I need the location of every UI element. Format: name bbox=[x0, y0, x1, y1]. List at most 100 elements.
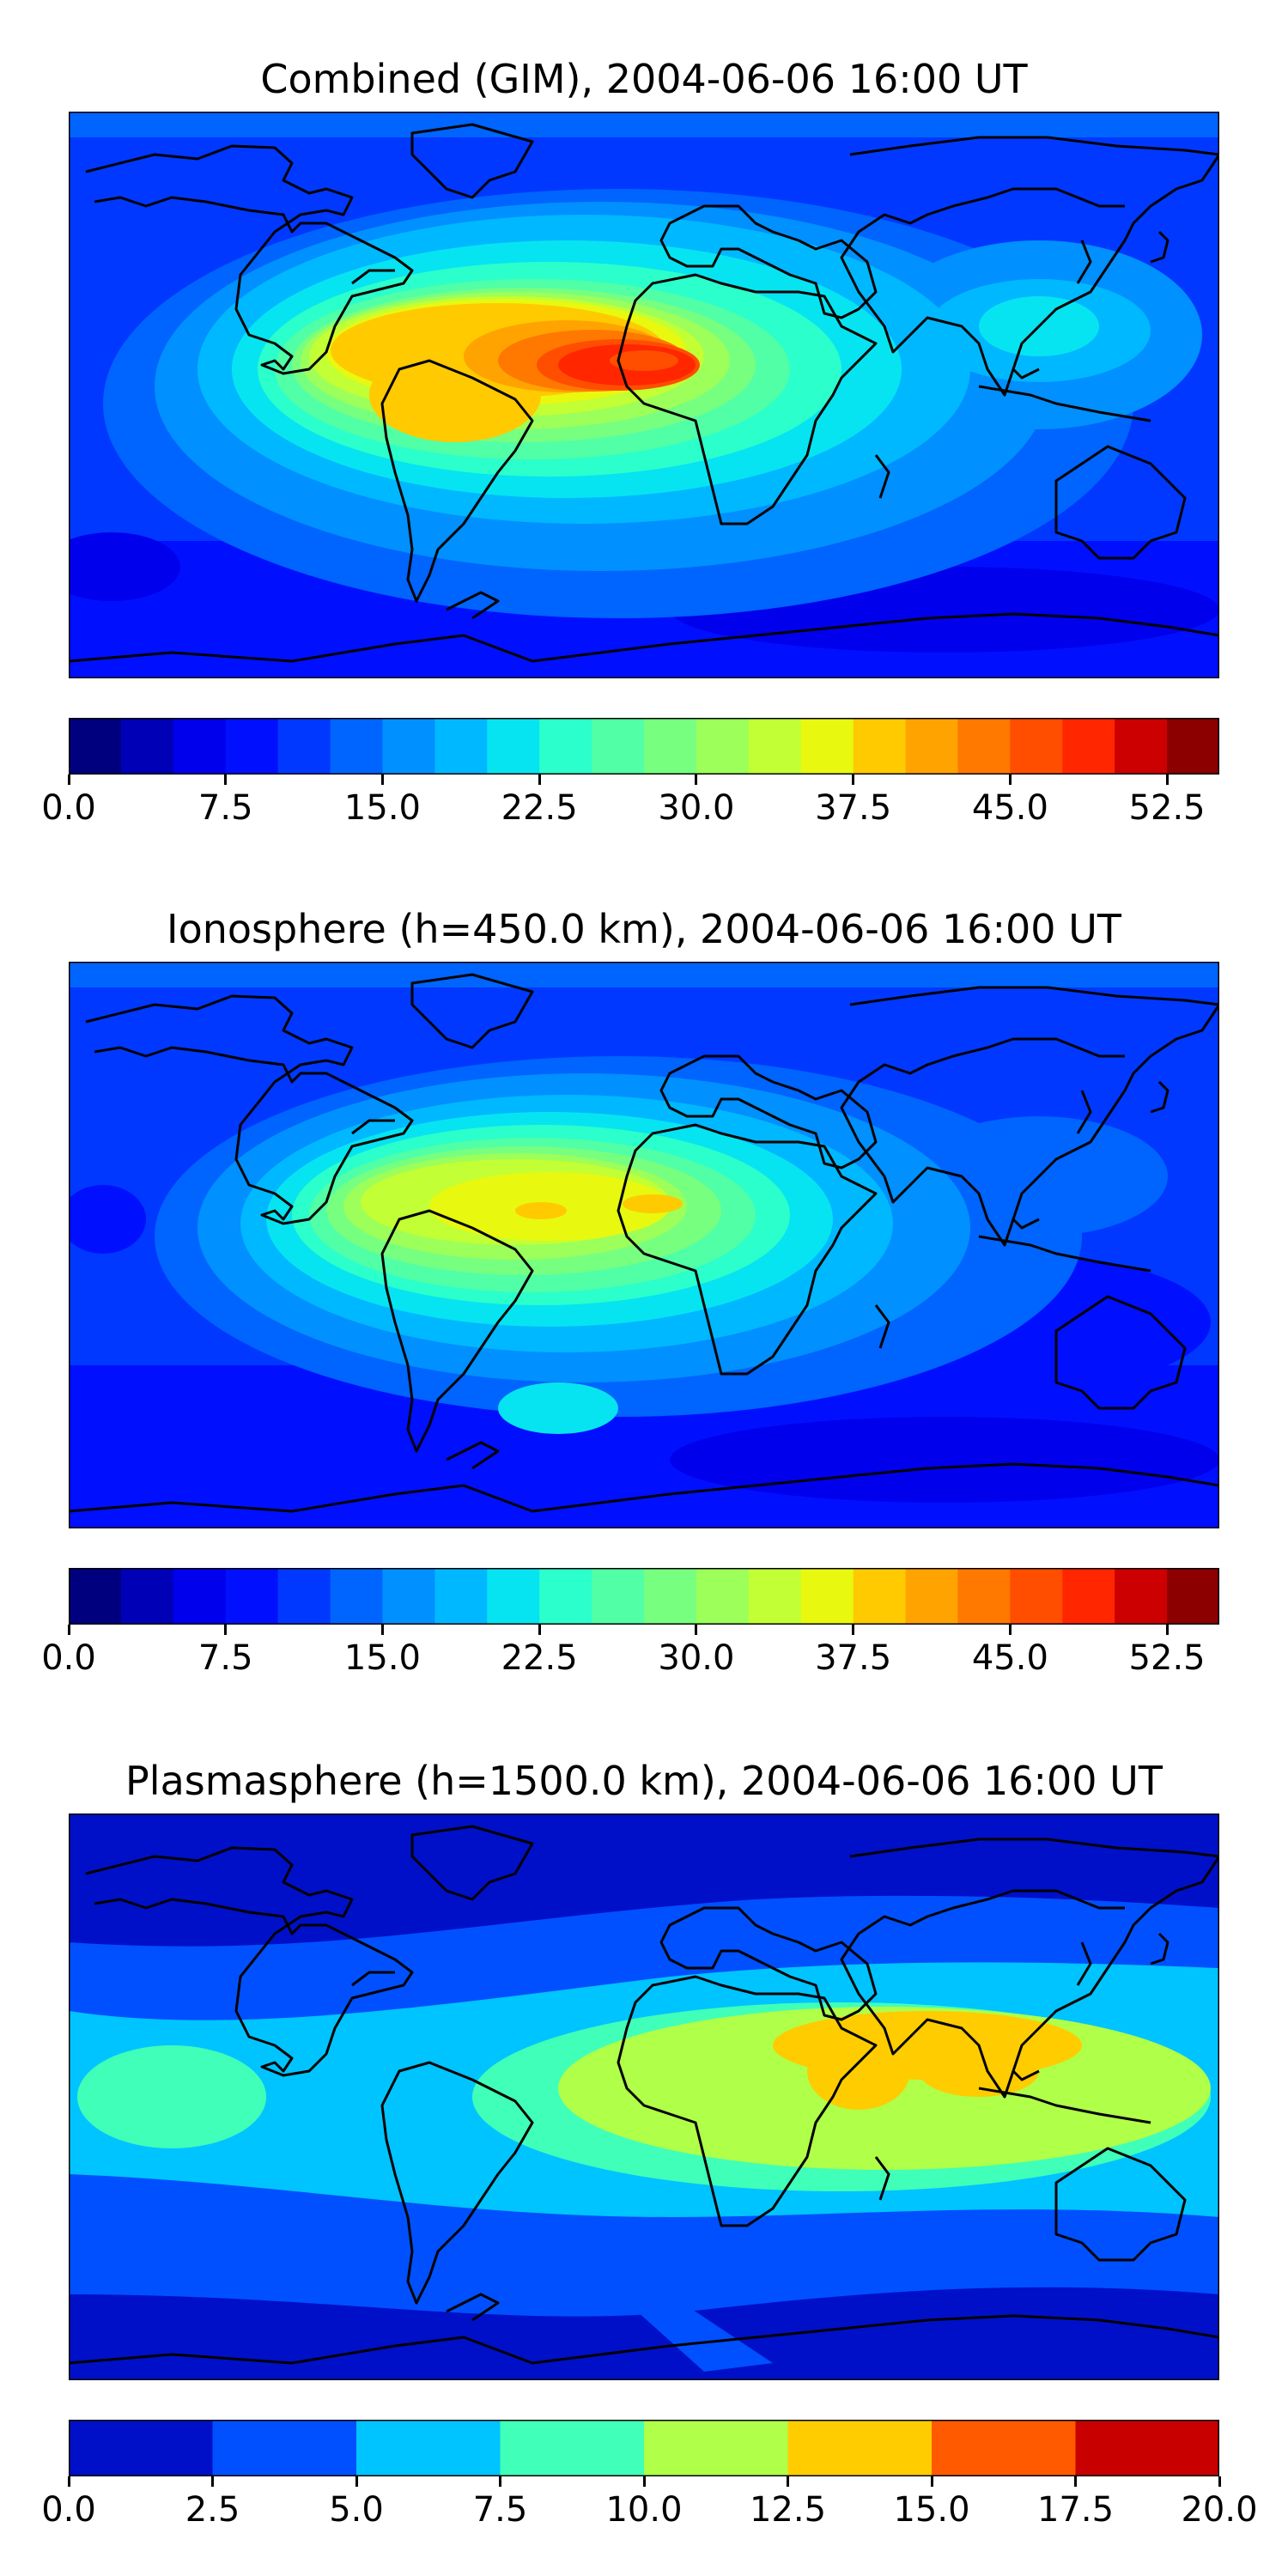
colorbar-tick-mark bbox=[1008, 775, 1012, 785]
colorbar-swatches bbox=[69, 718, 1219, 775]
colorbar-tick-mark bbox=[1165, 1625, 1169, 1635]
colorbar-tick-mark bbox=[224, 775, 228, 785]
colorbar-tick-mark bbox=[695, 1625, 698, 1635]
colorbar-swatch bbox=[382, 1568, 435, 1625]
colorbar-swatch bbox=[539, 1568, 592, 1625]
colorbar-swatches bbox=[69, 1568, 1219, 1625]
colorbar-swatch bbox=[277, 1568, 331, 1625]
colorbar-swatch bbox=[696, 1568, 750, 1625]
colorbar-swatch bbox=[932, 2420, 1076, 2476]
colorbar-swatch bbox=[644, 2420, 788, 2476]
colorbar-tick-label: 15.0 bbox=[343, 1638, 421, 1678]
colorbar-swatch bbox=[592, 718, 645, 775]
colorbar-swatch bbox=[330, 718, 383, 775]
coastlines bbox=[69, 973, 1219, 1513]
colorbar-swatch bbox=[356, 2420, 501, 2476]
colorbar-swatch bbox=[644, 1568, 697, 1625]
colorbar-tick-label: 52.5 bbox=[1128, 788, 1206, 828]
colorbar-tick-mark bbox=[1008, 1625, 1012, 1635]
panel-title-ionosphere: Ionosphere (h=450.0 km), 2004-06-06 16:0… bbox=[167, 906, 1121, 952]
colorbar-swatch bbox=[800, 1568, 854, 1625]
colorbar-plasmasphere bbox=[69, 2420, 1219, 2476]
colorbar-ticks-ionosphere: 0.0 7.5 15.0 22.5 30.0 37.5 45.0 52.5 bbox=[41, 1625, 1219, 1680]
colorbar-swatch bbox=[539, 718, 592, 775]
colorbar-tick-mark bbox=[1074, 2476, 1077, 2487]
colorbar-swatch bbox=[1115, 1568, 1168, 1625]
colorbar-tick-label: 20.0 bbox=[1181, 2490, 1258, 2530]
colorbar-tick-label: 22.5 bbox=[501, 788, 578, 828]
colorbar-swatch bbox=[787, 2420, 933, 2476]
colorbar-swatch bbox=[1010, 1568, 1063, 1625]
colorbar-swatch bbox=[69, 1568, 122, 1625]
colorbar-swatch bbox=[434, 718, 488, 775]
colorbar-tick-label: 37.5 bbox=[815, 1638, 892, 1678]
colorbar-swatch bbox=[800, 718, 854, 775]
colorbar-swatch bbox=[644, 718, 697, 775]
colorbar-tick-mark bbox=[1218, 2476, 1221, 2487]
colorbar-swatch bbox=[853, 718, 907, 775]
colorbar-swatch bbox=[225, 1568, 279, 1625]
colorbar-swatch bbox=[212, 2420, 357, 2476]
colorbar-swatch bbox=[1115, 718, 1168, 775]
colorbar-swatch bbox=[120, 718, 174, 775]
colorbar-swatch bbox=[120, 1568, 174, 1625]
colorbar-swatch bbox=[173, 718, 227, 775]
tec-contours bbox=[69, 962, 1219, 1528]
colorbar-tick-label: 5.0 bbox=[329, 2490, 384, 2530]
colorbar-tick-label: 0.0 bbox=[41, 2490, 96, 2530]
colorbar-tick-label: 15.0 bbox=[893, 2490, 970, 2530]
colorbar-tick-label: 7.5 bbox=[197, 788, 253, 828]
colorbar-tick-label: 30.0 bbox=[658, 1638, 735, 1678]
tec-contours bbox=[69, 1814, 1219, 2380]
colorbar-swatches bbox=[69, 2420, 1219, 2476]
map-plasmasphere-tec bbox=[69, 1814, 1219, 2380]
colorbar-swatch bbox=[957, 1568, 1011, 1625]
colorbar-tick-mark bbox=[852, 1625, 855, 1635]
colorbar-tick-label: 45.0 bbox=[971, 788, 1048, 828]
colorbar-tick-mark bbox=[67, 2476, 70, 2487]
panel-title-plasmasphere: Plasmasphere (h=1500.0 km), 2004-06-06 1… bbox=[125, 1758, 1163, 1804]
colorbar-tick-mark bbox=[224, 1625, 228, 1635]
colorbar-swatch bbox=[1010, 718, 1063, 775]
colorbar-swatch bbox=[748, 1568, 802, 1625]
colorbar-tick-label: 52.5 bbox=[1128, 1638, 1206, 1678]
colorbar-swatch bbox=[434, 1568, 488, 1625]
colorbar-swatch bbox=[592, 1568, 645, 1625]
colorbar-swatch bbox=[905, 1568, 958, 1625]
colorbar-tick-mark bbox=[1165, 775, 1169, 785]
colorbar-tick-mark bbox=[499, 2476, 501, 2487]
colorbar-tick-label: 22.5 bbox=[501, 1638, 578, 1678]
colorbar-swatch bbox=[382, 718, 435, 775]
colorbar-swatch bbox=[957, 718, 1011, 775]
colorbar-tick-mark bbox=[355, 2476, 358, 2487]
colorbar-ionosphere bbox=[69, 1568, 1219, 1625]
colorbar-swatch bbox=[905, 718, 958, 775]
colorbar-swatch bbox=[748, 718, 802, 775]
colorbar-swatch bbox=[853, 1568, 907, 1625]
colorbar-tick-mark bbox=[538, 1625, 541, 1635]
colorbar-tick-label: 0.0 bbox=[41, 788, 96, 828]
colorbar-swatch bbox=[1167, 1568, 1219, 1625]
colorbar-swatch bbox=[330, 1568, 383, 1625]
colorbar-swatch bbox=[1062, 1568, 1115, 1625]
colorbar-tick-mark bbox=[67, 1625, 70, 1635]
colorbar-tick-mark bbox=[930, 2476, 933, 2487]
colorbar-tick-mark bbox=[695, 775, 698, 785]
colorbar-swatch bbox=[69, 2420, 213, 2476]
colorbar-combined bbox=[69, 718, 1219, 775]
colorbar-tick-label: 0.0 bbox=[41, 1638, 96, 1678]
colorbar-tick-mark bbox=[787, 2476, 789, 2487]
colorbar-ticks-combined: 0.0 7.5 15.0 22.5 30.0 37.5 45.0 52.5 bbox=[41, 775, 1219, 829]
colorbar-swatch bbox=[69, 718, 122, 775]
colorbar-swatch bbox=[1062, 718, 1115, 775]
colorbar-swatch bbox=[225, 718, 279, 775]
tec-contours bbox=[69, 112, 1219, 678]
colorbar-swatch bbox=[696, 718, 750, 775]
panel-title-combined: Combined (GIM), 2004-06-06 16:00 UT bbox=[260, 56, 1028, 102]
colorbar-tick-label: 17.5 bbox=[1036, 2490, 1115, 2530]
colorbar-tick-label: 7.5 bbox=[472, 2490, 528, 2530]
colorbar-swatch bbox=[1167, 718, 1219, 775]
coastlines bbox=[69, 123, 1219, 663]
colorbar-tick-label: 7.5 bbox=[197, 1638, 253, 1678]
colorbar-tick-label: 15.0 bbox=[343, 788, 421, 828]
